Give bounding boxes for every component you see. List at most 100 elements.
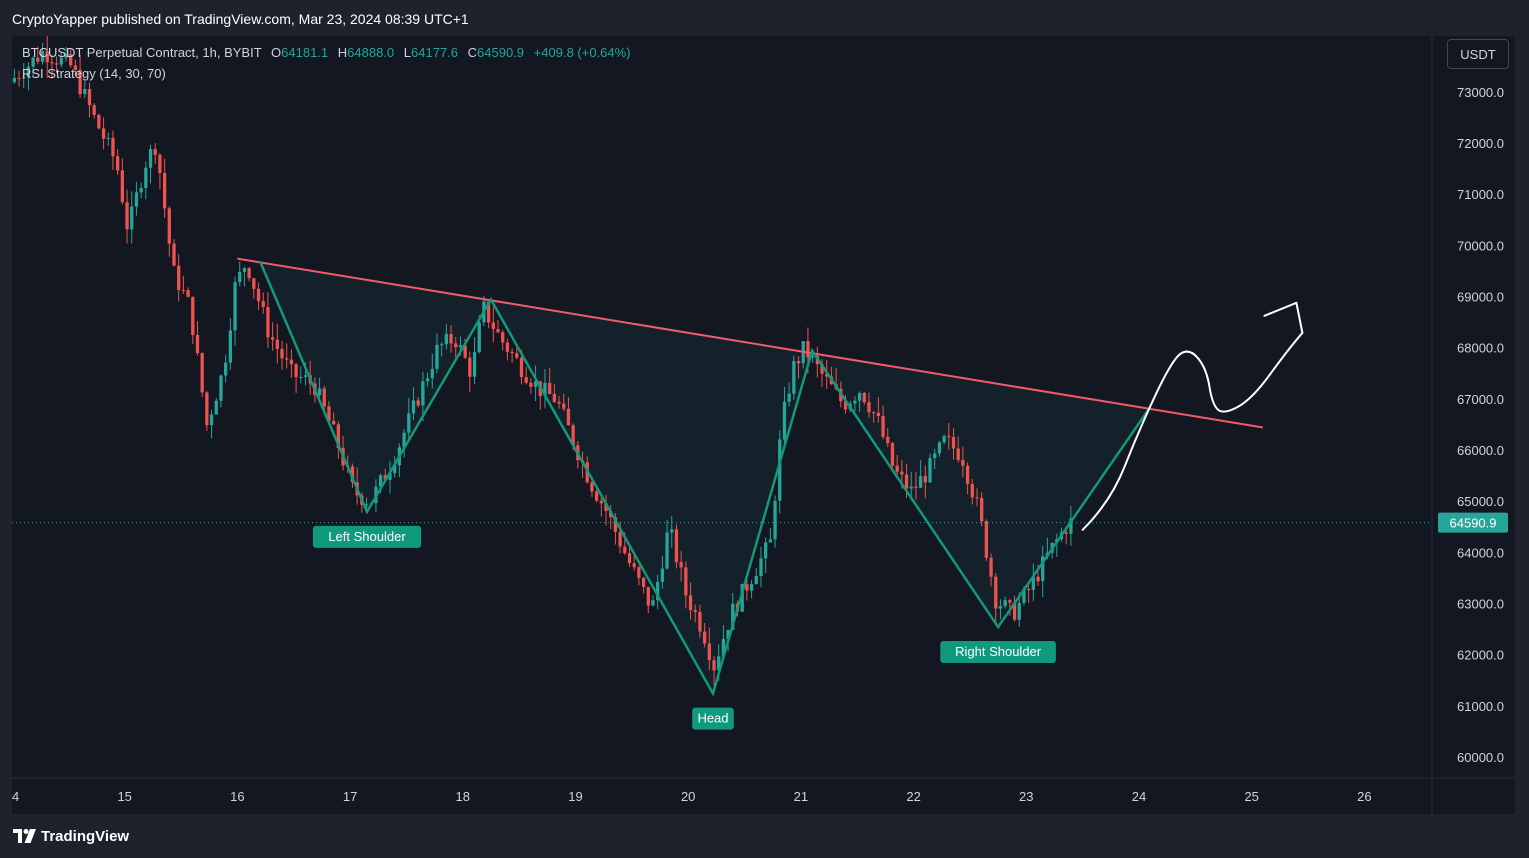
pattern-label: Head [697,711,728,726]
time-tick-label: 24 [1132,789,1146,804]
price-tick-label: 65000.0 [1457,494,1504,509]
candle-body [623,546,627,554]
candle-body [12,77,16,83]
candle-body [496,328,500,333]
symbol-title[interactable]: BTCUSDT Perpetual Contract, 1h, BYBIT [22,45,262,60]
pattern-fill [259,261,1151,694]
candle-body [200,353,204,393]
candle-body [975,497,979,499]
price-tick-label: 63000.0 [1457,597,1504,612]
candle-body [740,584,744,612]
candle-body [529,382,533,387]
candle-body [219,375,223,401]
projection-arrowhead [1263,301,1304,334]
pattern-label-box[interactable] [940,641,1056,664]
candle-body [383,475,387,480]
candle-body [116,156,120,171]
candle-body [411,400,416,414]
candle-body [951,436,956,449]
candle-body [604,503,608,511]
candle-body [637,567,641,578]
candle-body [477,322,481,353]
candle-body [256,288,261,302]
candle-body [754,576,758,585]
indicator-legend[interactable]: RSI Strategy (14, 30, 70) [22,66,166,81]
time-tick-label: 22 [906,789,920,804]
candle-body [688,595,693,611]
candle-body [17,77,21,79]
price-tick-label: 62000.0 [1457,648,1504,663]
candle-body [961,460,965,466]
candle-body [571,425,575,446]
time-tick-label: 15 [117,789,131,804]
candle-body [177,265,181,291]
pattern-label-box[interactable] [312,525,422,548]
candle-body [947,436,951,438]
candle-body [350,466,355,483]
candle-body [872,412,876,414]
candle-body [36,57,40,62]
candle-body [416,400,420,406]
candle-body [937,442,942,454]
candle-body [364,504,369,506]
candle-body [101,128,106,139]
candle-body [1064,532,1068,534]
candle-body [388,473,392,480]
candle-body [524,377,528,383]
candle-body [125,202,129,230]
pattern-label: Right Shoulder [955,644,1042,659]
candle-body [130,206,134,230]
candle-body [1022,589,1026,603]
candle-body [270,337,275,340]
candle-body [810,355,815,358]
candle-body [717,656,721,671]
candle-body [970,484,974,498]
pattern-zigzag[interactable] [258,260,1152,697]
candle-body [54,63,59,65]
candle-body [505,342,510,352]
candle-body [40,51,45,62]
candle-body [153,149,157,155]
price-chart[interactable]: Left Shoulder Head Right Shoulder 73000.0 72… [12,36,1515,814]
candle-body [515,353,519,358]
candle-body [749,584,754,591]
candle-body [890,443,895,466]
candle-body [1008,600,1012,603]
tradingview-logo-icon [13,829,36,843]
candle-body [393,465,397,474]
time-tick-label: 16 [230,789,244,804]
candle-body [332,420,336,425]
candle-body [336,424,341,449]
candle-body [1012,602,1017,620]
price-tick-label: 68000.0 [1457,341,1504,356]
candle-body [613,517,618,532]
candle-body [252,278,256,289]
candle-body [745,584,749,591]
high-label: H [337,45,348,60]
close-label: C [467,45,478,60]
price-tick-label: 64000.0 [1457,545,1504,560]
chart-area[interactable]: Left Shoulder Head Right Shoulder 73000.0 72… [12,36,1515,814]
candle-body [825,373,829,377]
candle-body [162,173,167,209]
candle-body [1031,576,1035,590]
candle-body [1026,589,1031,591]
candle-body [317,388,322,396]
candle-body [543,382,547,397]
candle-body [693,610,697,612]
candle-body [64,54,68,58]
candle-body [726,629,730,640]
neckline[interactable] [237,257,1264,429]
candle-body [712,660,716,671]
tradingview-logo[interactable]: TradingView [13,827,129,845]
projection-drawing[interactable] [1081,331,1304,531]
price-tick-label: 67000.0 [1457,392,1504,407]
candle-body [782,401,787,440]
candle-body [684,567,688,596]
currency-button[interactable]: USDT [1447,39,1509,69]
candle-body [942,436,946,443]
pattern-label-box[interactable] [692,707,734,730]
candle-body [92,105,96,115]
candle-body [261,301,265,307]
candle-body [299,376,303,378]
